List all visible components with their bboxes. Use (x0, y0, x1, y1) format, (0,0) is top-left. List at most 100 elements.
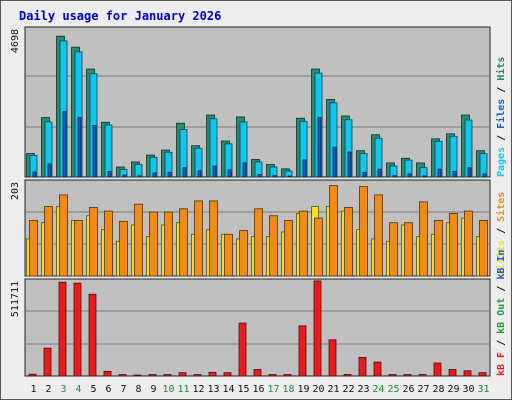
x-tick-label-8: 8 (135, 384, 141, 395)
bar-pages-29 (452, 170, 457, 178)
legend-part-kbytes-0: kB F (496, 352, 507, 376)
bar-kbf-30 (463, 370, 472, 377)
right-legend-kbytes: kB F / kB Out / kB In (496, 250, 507, 376)
bar-kbf-10 (163, 374, 172, 377)
bar-kbf-14 (223, 372, 232, 377)
legend-part-kbytes-3: / (496, 280, 507, 298)
bar-sites-10 (164, 211, 173, 277)
bar-kbf-21 (328, 339, 337, 377)
bar-pages-2 (47, 163, 52, 178)
chart-title: Daily usage for January 2026 (19, 9, 222, 23)
bar-sites-27 (419, 201, 428, 277)
x-tick-label-25: 25 (387, 384, 399, 395)
bar-sites-19 (299, 210, 308, 277)
bar-sites-30 (464, 210, 473, 277)
bar-kbf-11 (178, 372, 187, 377)
bar-sites-11 (179, 208, 188, 277)
bar-sites-1 (29, 219, 38, 277)
bar-pages-18 (287, 175, 292, 178)
bar-sites-14 (224, 233, 233, 277)
bar-sites-4 (74, 219, 83, 277)
x-tick-label-12: 12 (192, 384, 204, 395)
bar-pages-21 (332, 146, 337, 178)
bar-pages-26 (407, 173, 412, 178)
bar-kbf-1 (28, 373, 37, 377)
bar-kbf-18 (283, 374, 292, 377)
x-tick-label-26: 26 (402, 384, 414, 395)
legend-part-visits-sites-2: Sites (495, 192, 507, 222)
bar-pages-19 (302, 159, 307, 178)
bar-pages-28 (437, 168, 442, 178)
bar-pages-5 (92, 124, 97, 178)
bar-pages-16 (257, 174, 262, 178)
x-tick-label-27: 27 (417, 384, 429, 395)
legend-part-visits-sites-1: / (496, 222, 507, 240)
bar-pages-13 (212, 165, 217, 178)
bar-kbf-19 (298, 325, 307, 377)
legend-part-kbytes-1: / (496, 334, 507, 352)
x-tick-label-3: 3 (60, 384, 66, 395)
bar-sites-18 (284, 219, 293, 277)
bar-kbf-5 (88, 293, 97, 377)
x-tick-label-17: 17 (267, 384, 279, 395)
x-tick-label-29: 29 (447, 384, 459, 395)
bar-files-8 (134, 164, 143, 178)
bar-sites-21 (329, 185, 338, 277)
bar-sites-31 (479, 219, 488, 277)
legend-part-hits-files-pages-4: Hits (495, 57, 507, 81)
bar-kbf-20 (313, 280, 322, 377)
plot-area-kbytes (24, 278, 491, 377)
bar-sites-17 (269, 215, 278, 277)
x-tick-label-22: 22 (342, 384, 354, 395)
bar-pages-4 (77, 117, 82, 178)
bar-sites-24 (374, 194, 383, 277)
bar-pages-8 (137, 175, 142, 178)
bar-sites-28 (434, 219, 443, 277)
bar-pages-17 (272, 175, 277, 178)
right-legend-visits-sites: Visits / Sites (495, 192, 507, 276)
legend-part-kbytes-2: kB Out (496, 298, 507, 334)
bar-kbf-15 (238, 322, 247, 377)
bar-kbf-9 (148, 374, 157, 377)
bar-sites-15 (239, 230, 248, 277)
x-tick-label-19: 19 (297, 384, 309, 395)
bar-pages-14 (227, 169, 232, 178)
bar-kbf-8 (133, 374, 142, 377)
x-tick-label-15: 15 (237, 384, 249, 395)
bar-sites-3 (59, 194, 68, 277)
bar-kbf-28 (433, 362, 442, 377)
bar-kbf-24 (373, 361, 382, 377)
bar-sites-5 (89, 207, 98, 277)
bar-kbf-12 (193, 374, 202, 377)
bar-sites-7 (119, 220, 128, 277)
bar-sites-13 (209, 200, 218, 277)
bar-pages-1 (32, 171, 37, 178)
bar-pages-15 (242, 162, 247, 178)
bar-kbf-6 (103, 370, 112, 377)
x-tick-label-16: 16 (252, 384, 264, 395)
bar-sites-16 (254, 208, 263, 277)
bar-pages-10 (167, 171, 172, 178)
bar-sites-25 (389, 222, 398, 277)
bar-kbf-23 (358, 357, 367, 377)
bar-pages-20 (317, 117, 322, 178)
x-tick-label-28: 28 (432, 384, 444, 395)
bar-pages-6 (107, 170, 112, 178)
bar-pages-24 (377, 168, 382, 178)
legend-part-hits-files-pages-1: / (496, 129, 507, 147)
bar-files-6 (104, 124, 113, 178)
legend-part-kbytes-4: kB In (496, 250, 507, 280)
bar-pages-3 (62, 110, 67, 178)
bar-pages-22 (347, 151, 352, 178)
bar-sites-8 (134, 203, 143, 277)
bar-pages-31 (482, 173, 487, 178)
y-max-label-kbytes: 511711 (10, 281, 21, 317)
bar-kbf-3 (58, 281, 67, 377)
x-tick-label-11: 11 (177, 384, 189, 395)
bar-pages-11 (182, 167, 187, 178)
x-tick-label-31: 31 (477, 384, 489, 395)
bar-kbf-25 (388, 374, 397, 377)
bar-pages-27 (422, 175, 427, 178)
bar-pages-25 (392, 175, 397, 178)
